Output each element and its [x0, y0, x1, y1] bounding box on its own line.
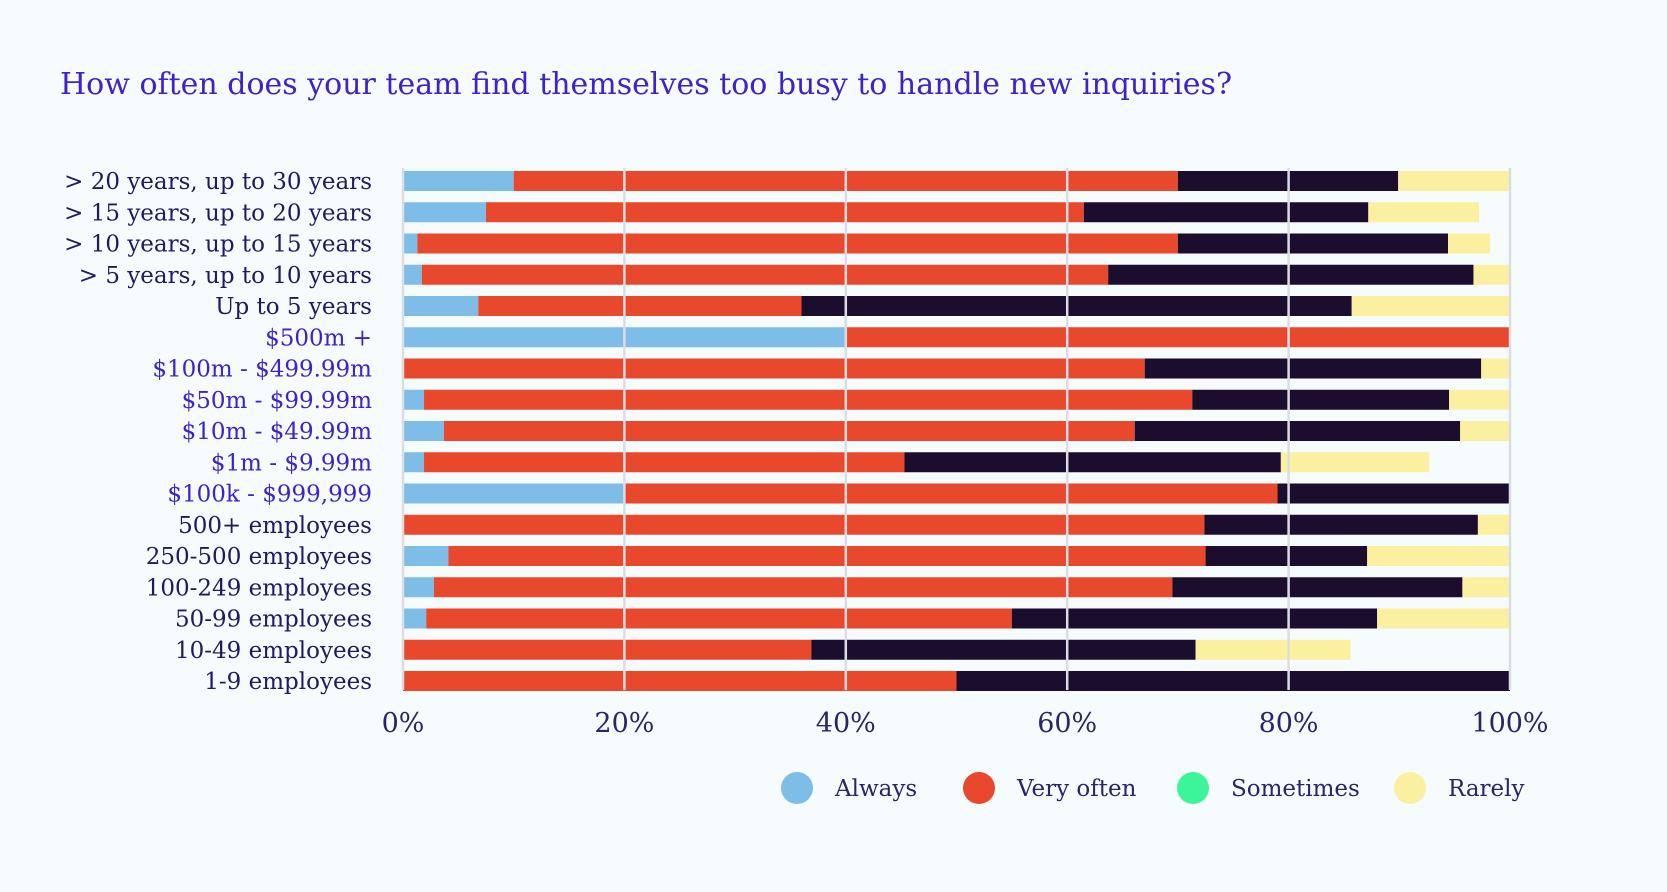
bar-segment-rarely — [1368, 202, 1479, 223]
bar-segment-very-often — [624, 483, 1278, 504]
bar-segment-rarely — [1398, 171, 1510, 191]
x-tick-label: 60% — [1037, 708, 1097, 739]
category-label: > 5 years, up to 10 years — [79, 263, 372, 289]
bar-segment-very-often — [478, 296, 802, 316]
category-label: > 10 years, up to 15 years — [64, 232, 372, 258]
bar-segment-sometimes — [1204, 514, 1478, 535]
bar-segment-very-often — [424, 389, 1193, 410]
bar-segment-very-often — [403, 358, 1145, 379]
category-label: > 15 years, up to 20 years — [64, 200, 372, 226]
category-label: $100m - $499.99m — [152, 357, 372, 383]
bar-segment-rarely — [1477, 514, 1510, 535]
bar-segment-very-often — [421, 264, 1109, 285]
bar-segment-sometimes — [1011, 608, 1378, 629]
x-tick-label: 20% — [594, 708, 654, 739]
bar-segment-very-often — [434, 577, 1173, 598]
grid-lines — [401, 168, 1512, 690]
legend-swatch — [781, 772, 813, 804]
legend-label: Sometimes — [1231, 776, 1360, 802]
category-labels: > 20 years, up to 30 years > 15 years, up… — [64, 169, 372, 695]
legend-label: Rarely — [1448, 776, 1525, 802]
bar-segment-very-often — [403, 514, 1205, 535]
legend-swatch — [963, 772, 995, 804]
legend-swatch — [1177, 772, 1209, 804]
bar-segment-always — [403, 296, 479, 316]
category-label: $10m - $49.99m — [182, 419, 373, 445]
category-label: 250-500 employees — [146, 544, 372, 570]
bar-segment-always — [403, 577, 434, 598]
bar-segment-always — [403, 483, 625, 504]
bar-segment-always — [403, 546, 449, 566]
bar-segment-very-often — [486, 202, 1084, 223]
bar-segment-very-often — [403, 671, 957, 691]
bar-segment-sometimes — [1144, 358, 1482, 379]
bar-segment-always — [403, 171, 514, 191]
x-axis-ticks: 0% 20% 40% 60% 80% 100% — [382, 708, 1549, 739]
chart-title: How often does your team find themselves… — [60, 67, 1232, 102]
bar-segment-rarely — [1462, 577, 1510, 598]
legend-swatch — [1394, 772, 1426, 804]
category-label: 100-249 employees — [146, 575, 372, 601]
bar-segment-rarely — [1449, 389, 1510, 410]
category-label: Up to 5 years — [215, 294, 372, 320]
x-tick-label: 40% — [816, 708, 876, 739]
legend-label: Always — [834, 776, 917, 802]
bar-segment-always — [403, 202, 487, 223]
category-label: $500m + — [265, 325, 372, 351]
bar-segment-very-often — [443, 421, 1135, 441]
bars — [403, 171, 1510, 691]
bar-segment-sometimes — [1172, 577, 1463, 598]
bar-segment-rarely — [1460, 421, 1510, 441]
bar-segment-rarely — [1473, 264, 1510, 285]
category-label: 50-99 employees — [175, 607, 372, 633]
category-label: $100k - $999,999 — [167, 482, 372, 508]
bar-segment-very-often — [845, 327, 1510, 348]
x-tick-label: 100% — [1471, 708, 1548, 739]
bar-segment-rarely — [1367, 546, 1510, 566]
category-label: > 20 years, up to 30 years — [64, 169, 372, 195]
bar-segment-sometimes — [1192, 389, 1450, 410]
bar-segment-sometimes — [1108, 264, 1474, 285]
bar-segment-sometimes — [1083, 202, 1369, 223]
bar-segment-always — [403, 233, 418, 254]
category-label: $50m - $99.99m — [182, 388, 373, 414]
bar-segment-always — [403, 389, 425, 410]
bar-segment-sometimes — [801, 296, 1352, 316]
bar-segment-sometimes — [1177, 233, 1449, 254]
bar-segment-sometimes — [811, 639, 1196, 660]
bar-segment-very-often — [403, 639, 812, 660]
x-tick-label: 80% — [1259, 708, 1319, 739]
category-label: 500+ employees — [178, 513, 372, 539]
bar-segment-rarely — [1481, 358, 1510, 379]
bar-segment-always — [403, 452, 425, 473]
legend-label: Very often — [1016, 776, 1137, 802]
bar-segment-always — [403, 421, 444, 441]
bar-segment-rarely — [1351, 296, 1510, 316]
bar-segment-very-often — [426, 608, 1012, 629]
bar-segment-sometimes — [1277, 483, 1510, 504]
x-tick-label: 0% — [382, 708, 425, 739]
bar-segment-always — [403, 264, 422, 285]
bar-segment-sometimes — [904, 452, 1281, 473]
bar-segment-sometimes — [956, 671, 1510, 691]
legend: Always Very often Sometimes Rarely — [781, 772, 1525, 804]
bar-segment-always — [403, 608, 427, 629]
bar-segment-rarely — [1280, 452, 1430, 473]
bar-segment-very-often — [417, 233, 1178, 254]
category-label: 10-49 employees — [175, 638, 372, 664]
bar-segment-very-often — [448, 546, 1206, 566]
category-label: $1m - $9.99m — [211, 450, 372, 476]
bar-segment-rarely — [1195, 639, 1351, 660]
bar-segment-rarely — [1448, 233, 1491, 254]
bar-segment-rarely — [1377, 608, 1510, 629]
category-label: 1-9 employees — [204, 669, 372, 695]
bar-segment-sometimes — [1134, 421, 1461, 441]
bar-segment-sometimes — [1205, 546, 1368, 566]
bar-segment-very-often — [424, 452, 905, 473]
